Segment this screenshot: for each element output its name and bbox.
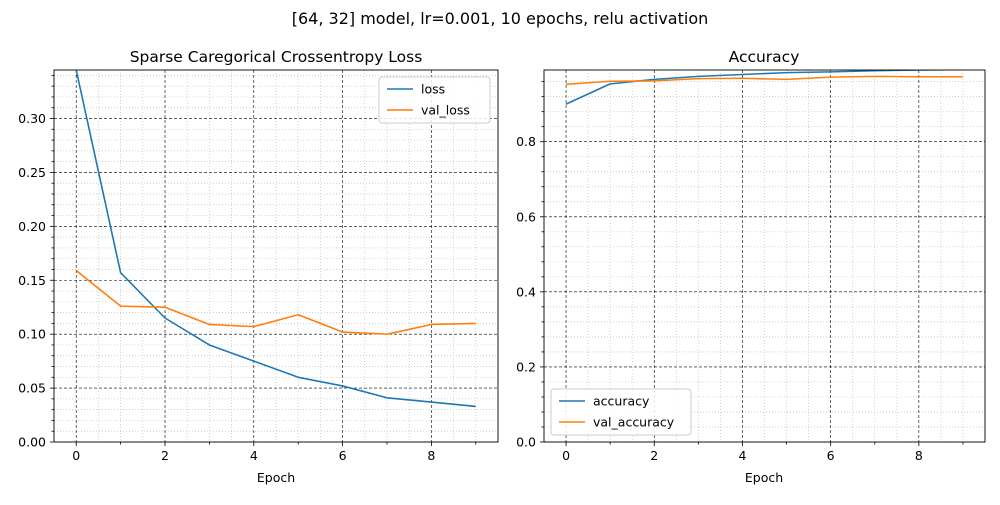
accuracy-y-tick-label: 0.6: [516, 209, 536, 224]
loss-chart-panel: Sparse Caregorical Crossentropy Loss Epo…: [18, 48, 499, 485]
accuracy-x-tick-label: 4: [738, 448, 746, 463]
accuracy-x-tick-label: 2: [650, 448, 658, 463]
figure-suptitle: [64, 32] model, lr=0.001, 10 epochs, rel…: [292, 9, 709, 28]
loss-chart-xlabel: Epoch: [257, 470, 295, 485]
accuracy-x-tick-label: 0: [562, 448, 570, 463]
loss-series-line-loss: [75, 69, 476, 408]
accuracy-y-tick-label: 0.0: [516, 435, 536, 450]
loss-x-tick-label: 0: [72, 448, 80, 463]
loss-y-tick-label: 0.20: [18, 219, 46, 234]
accuracy-x-tick-label: 6: [827, 448, 835, 463]
accuracy-y-tick-label: 0.2: [516, 359, 536, 374]
loss-chart-title: Sparse Caregorical Crossentropy Loss: [130, 48, 423, 66]
accuracy-axes-frame: [543, 69, 986, 443]
loss-y-tick-label: 0.30: [18, 111, 46, 126]
loss-x-tick-label: 8: [427, 448, 435, 463]
accuracy-y-tick-label: 0.4: [516, 284, 536, 299]
loss-legend-label: val_loss: [421, 103, 470, 118]
accuracy-chart-xlabel: Epoch: [745, 470, 783, 485]
loss-legend-label: loss: [421, 82, 445, 97]
accuracy-x-tick-label: 8: [915, 448, 923, 463]
accuracy-series-line-val-accuracy: [565, 75, 963, 86]
loss-y-tick-label: 0.25: [18, 165, 46, 180]
loss-series-line-val-loss: [75, 269, 476, 335]
accuracy-y-tick-label: 0.8: [516, 134, 536, 149]
loss-y-tick-label: 0.10: [18, 327, 46, 342]
accuracy-legend-box: [550, 388, 692, 436]
loss-legend: loss val_loss: [378, 76, 491, 124]
loss-clip-mask: [53, 66, 499, 70]
loss-y-tick-label: 0.15: [18, 273, 46, 288]
loss-y-tick-label: 0.05: [18, 381, 46, 396]
accuracy-legend-label: val_accuracy: [593, 415, 675, 430]
loss-grid: [54, 70, 498, 443]
accuracy-clip-mask: [543, 66, 986, 70]
accuracy-chart-title: Accuracy: [729, 48, 800, 66]
accuracy-legend: accuracy val_accuracy: [550, 388, 692, 436]
loss-y-tick-label: 0.00: [18, 435, 46, 450]
loss-x-tick-label: 4: [250, 448, 258, 463]
accuracy-chart-panel: Accuracy Epoch 0 2 4 6 8 0.0 0.2 0.4 0.6 0.8 accur…: [516, 48, 986, 485]
loss-axes-frame: [53, 69, 499, 443]
accuracy-legend-label: accuracy: [593, 394, 650, 409]
loss-x-tick-label: 2: [161, 448, 169, 463]
loss-x-tick-label: 6: [339, 448, 347, 463]
